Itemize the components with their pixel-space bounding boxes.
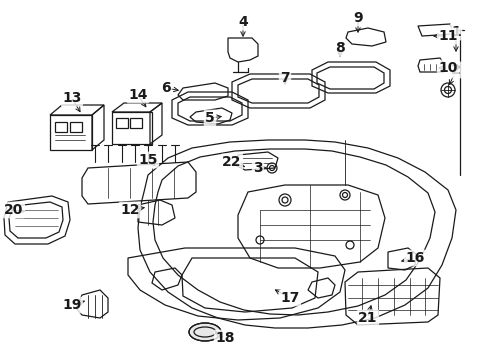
Text: 14: 14	[128, 88, 148, 102]
Text: 21: 21	[358, 311, 378, 325]
Bar	[112, 112, 152, 144]
Text: 18: 18	[215, 331, 235, 345]
Text: 13: 13	[62, 91, 82, 105]
Text: 11: 11	[438, 29, 458, 43]
Text: 19: 19	[62, 298, 82, 312]
Text: 4: 4	[238, 15, 248, 29]
Text: 15: 15	[138, 153, 158, 167]
Text: 7: 7	[280, 71, 290, 85]
Bar	[55, 122, 67, 132]
Ellipse shape	[189, 323, 221, 341]
Text: 20: 20	[4, 203, 24, 217]
Text: 1: 1	[451, 25, 461, 39]
Text: 17: 17	[280, 291, 300, 305]
Text: 10: 10	[439, 61, 458, 75]
Bar	[50, 115, 92, 150]
Bar	[130, 118, 142, 128]
Text: 16: 16	[405, 251, 425, 265]
Text: 2: 2	[451, 63, 461, 77]
Text: 9: 9	[353, 11, 363, 25]
Bar	[70, 122, 82, 132]
Text: 22: 22	[222, 155, 242, 169]
Bar	[116, 118, 128, 128]
Text: 6: 6	[161, 81, 171, 95]
Text: 3: 3	[253, 161, 263, 175]
Text: 5: 5	[205, 111, 215, 125]
Text: 12: 12	[120, 203, 140, 217]
Text: 8: 8	[335, 41, 345, 55]
